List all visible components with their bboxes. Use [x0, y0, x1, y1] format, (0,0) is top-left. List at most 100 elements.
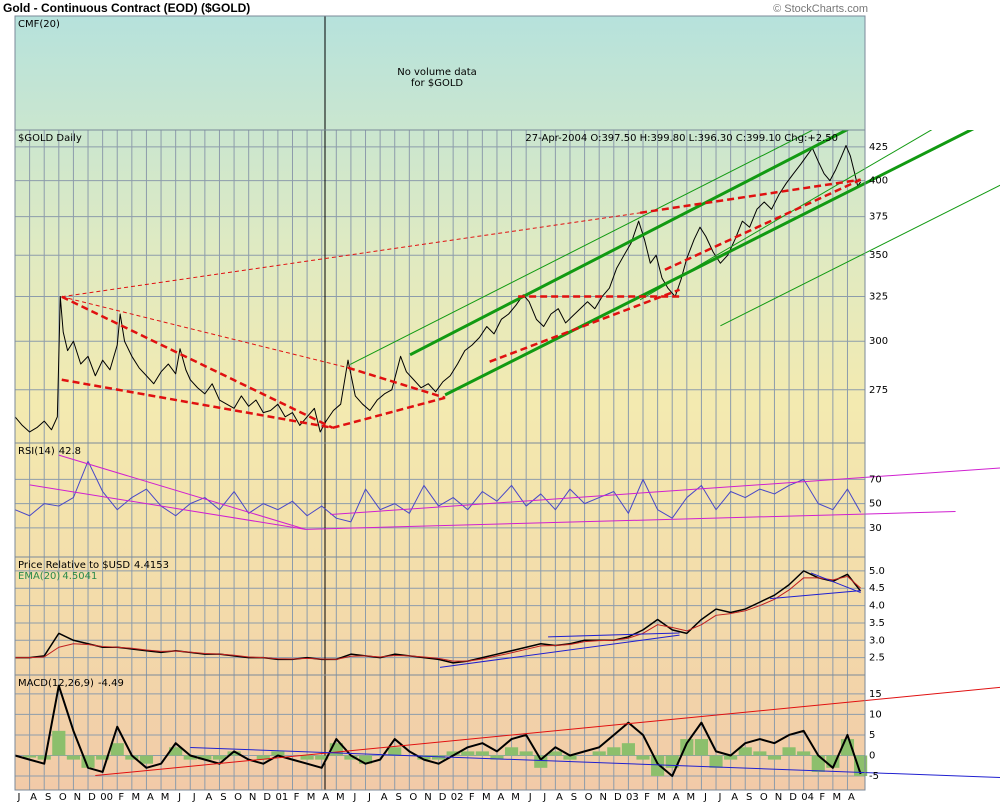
histogram-bar	[52, 730, 66, 756]
panel-marks	[14, 130, 1000, 433]
x-tick-label: A	[673, 792, 680, 803]
panel-label: EMA(20) 4.5041	[18, 571, 97, 582]
histogram-bar	[23, 755, 37, 758]
x-tick-label: 00	[100, 792, 113, 803]
histogram-bar	[271, 751, 285, 756]
y-tick-label: 0	[869, 751, 875, 762]
histogram-bar	[724, 755, 738, 760]
histogram-bar	[344, 755, 358, 760]
panel-label: CMF(20)	[18, 19, 60, 30]
x-tick-label: 01	[276, 792, 289, 803]
histogram-bar	[563, 755, 577, 760]
histogram-bar	[66, 755, 80, 760]
panel-label: $GOLD Daily	[18, 133, 82, 144]
trend-line	[489, 288, 680, 363]
x-tick-label: F	[819, 792, 825, 803]
histogram-bar	[125, 755, 139, 760]
y-tick-label: 375	[869, 212, 888, 223]
x-tick-label: M	[336, 792, 345, 803]
histogram-bar	[665, 755, 679, 768]
x-tick-label: A	[30, 792, 37, 803]
trend-line	[439, 634, 680, 668]
x-tick-label: S	[746, 792, 752, 803]
trend-line	[190, 746, 1000, 779]
histogram-bar	[256, 755, 270, 760]
y-tick-label: 4.5	[869, 583, 885, 594]
trend-line	[639, 130, 933, 301]
x-tick-label: O	[59, 792, 67, 803]
trend-line	[332, 396, 446, 430]
series-value: 4.5041	[62, 571, 97, 582]
trend-line	[61, 296, 349, 369]
histogram-bar	[854, 755, 868, 777]
trend-line	[720, 184, 1000, 327]
x-tick-label: N	[74, 792, 81, 803]
x-tick-label: J	[542, 792, 546, 803]
histogram-bar	[607, 747, 621, 756]
histogram-bar	[169, 747, 183, 756]
series-name: RSI(14)	[18, 446, 55, 457]
histogram-bar	[738, 747, 752, 756]
histogram-bar	[183, 755, 197, 760]
x-tick-label: F	[118, 792, 124, 803]
y-tick-label: 400	[869, 176, 888, 187]
y-tick-label: 70	[869, 474, 882, 485]
histogram-bar	[694, 739, 708, 756]
x-tick-label: N	[599, 792, 606, 803]
series-line	[14, 460, 862, 523]
x-tick-label: A	[205, 792, 212, 803]
histogram-bar	[37, 755, 51, 760]
trend-line	[349, 130, 814, 365]
histogram-bar	[300, 755, 314, 760]
histogram-bar	[651, 755, 665, 777]
series-line	[15, 570, 862, 664]
trend-line	[95, 686, 1000, 777]
x-tick-label: J	[352, 792, 356, 803]
x-tick-label: D	[88, 792, 96, 803]
trend-line	[664, 178, 862, 271]
trend-line	[58, 454, 306, 530]
series-value: -4.49	[98, 678, 124, 689]
histogram-bar	[636, 755, 650, 760]
y-tick-label: 4.0	[869, 601, 885, 612]
x-tick-label: F	[644, 792, 650, 803]
y-tick-label: 300	[869, 336, 888, 347]
trend-line	[330, 467, 1000, 516]
histogram-bar	[767, 755, 782, 760]
y-tick-label: 3.5	[869, 618, 885, 629]
histogram-bar	[358, 755, 373, 764]
series-name: Price Relative to $USD	[18, 560, 130, 571]
y-tick-label: 3.0	[869, 635, 885, 646]
histogram-bar	[753, 751, 767, 756]
x-tick-label: D	[439, 792, 447, 803]
x-tick-label: D	[789, 792, 797, 803]
histogram-bar	[110, 743, 124, 756]
panel-label: Price Relative to $USD 4.4153	[18, 560, 169, 571]
histogram-bar	[504, 747, 519, 756]
y-tick-label: -5	[869, 771, 879, 782]
series-name: EMA(20)	[18, 571, 60, 582]
histogram-bar	[96, 755, 110, 760]
panel-note: No volume data	[397, 67, 477, 78]
x-tick-label: J	[528, 792, 532, 803]
x-tick-label: M	[482, 792, 491, 803]
x-tick-label: F	[294, 792, 300, 803]
series-line	[14, 145, 862, 433]
credit: © StockCharts.com	[773, 3, 868, 15]
histogram-bar	[811, 755, 825, 772]
series-line	[14, 684, 862, 778]
series-line	[15, 575, 861, 662]
x-tick-label: A	[556, 792, 563, 803]
x-tick-label: O	[585, 792, 593, 803]
x-tick-label: J	[718, 792, 722, 803]
x-tick-label: A	[381, 792, 388, 803]
histogram-bar	[227, 751, 241, 756]
histogram-bar	[534, 755, 548, 768]
x-tick-label: S	[571, 792, 577, 803]
histogram-bar	[548, 751, 562, 756]
panel-note: for $GOLD	[411, 78, 463, 89]
series-value: 4.4153	[134, 560, 169, 571]
x-tick-label: A	[498, 792, 505, 803]
x-tick-label: N	[249, 792, 256, 803]
